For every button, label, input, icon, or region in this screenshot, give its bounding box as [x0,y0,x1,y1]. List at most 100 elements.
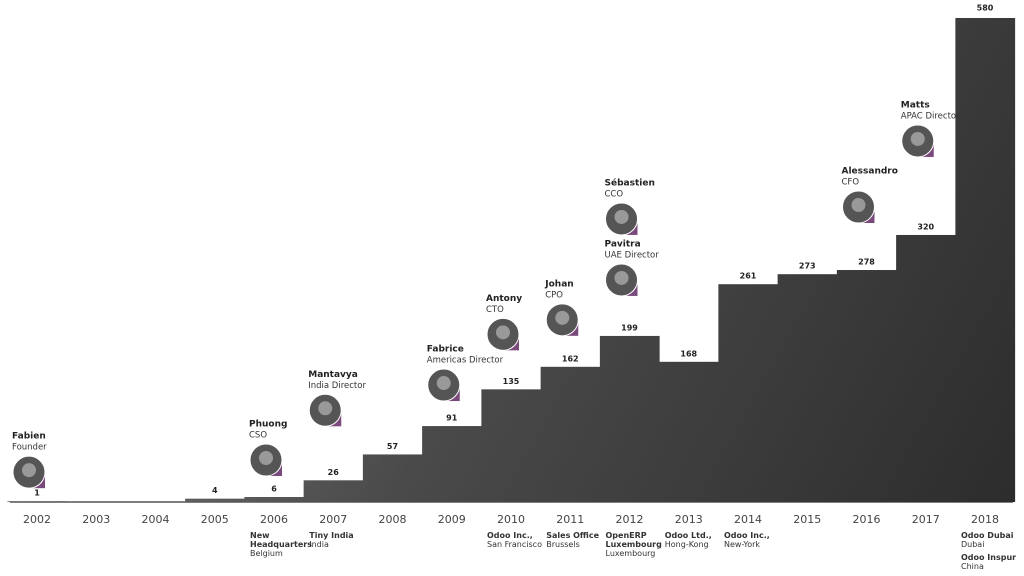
value-label: 26 [328,468,340,477]
office: Odoo Inc., San Francisco [487,531,549,549]
value-label: 580 [977,4,994,13]
x-tick-label: 2014 [734,513,762,526]
bar [777,274,838,502]
bar [7,501,68,502]
office-entry: OpenERP Luxembourg Luxembourg [606,531,668,558]
person-name: Alessandro [842,167,898,177]
x-tick-label: 2012 [616,513,644,526]
office-entry: Odoo Ltd., Hong-Kong [665,531,727,549]
x-tick-label: 2011 [556,513,584,526]
person-role: CFO [842,178,860,188]
person-name: Pavitra [605,239,641,249]
office-place: New-York [724,540,761,549]
office-title: Odoo Dubai [961,531,1014,540]
office-title: Odoo Ltd., [664,531,712,540]
office-place: Dubai [961,540,985,549]
office-place: Hong-Kong [664,540,709,549]
person-role: CSO [249,430,267,440]
person-name: Fabien [12,432,46,442]
value-label: 91 [446,414,458,423]
x-tick-label: 2004 [142,513,170,526]
value-label: 273 [799,262,816,271]
x-tick-label: 2005 [201,513,229,526]
bar [303,480,364,502]
bar [599,335,660,502]
x-tick-label: 2002 [23,513,51,526]
person-role: Americas Director [427,356,504,366]
office: Sales Office Brussels [546,531,608,549]
value-label: 278 [858,258,875,267]
bar [244,496,305,502]
person-role: APAC Director [901,111,960,121]
office-entry: Sales Office Brussels [546,531,608,549]
x-tick-label: 2013 [675,513,703,526]
office-place: China [961,562,984,571]
office-title: Odoo Inc., [487,531,533,540]
person-name: Phuong [249,419,287,429]
office: Tiny India India [309,531,371,549]
bar [718,284,779,502]
value-label: 4 [212,486,218,495]
value-label: 1 [34,489,40,498]
avatar-face [851,198,866,213]
person-name: Mantavya [308,370,358,380]
office: Odoo Dubai Dubai Odoo Inspur China [961,531,1023,571]
value-label: 57 [387,442,398,451]
office-title: Odoo Inc., [724,531,770,540]
person-name: Matts [901,100,930,110]
avatar-face [496,325,510,340]
x-tick-label: 2007 [319,513,347,526]
office-entry: Odoo Inspur China [961,553,1023,571]
avatar-face [555,310,570,325]
avatar-face [614,270,629,285]
office-title: Odoo Inspur [961,553,1017,562]
office: New Headquarters Belgium [250,531,312,558]
avatar-face [910,131,925,146]
office-place: India [309,540,329,549]
value-label: 168 [680,349,697,358]
x-tick-label: 2008 [379,513,407,526]
value-label: 6 [271,484,277,493]
person-role: Founder [12,443,47,453]
office-title: New Headquarters [250,531,312,549]
person-role: CCO [605,189,624,199]
bar [896,234,956,502]
x-tick-label: 2003 [82,513,110,526]
avatar-face [614,209,629,224]
person-name: Sébastien [605,177,655,188]
office-entry: Odoo Inc., New-York [724,531,786,549]
avatar-face [436,376,451,391]
office-entry: New Headquarters Belgium [250,531,312,558]
value-label: 199 [621,323,638,332]
office-place: Brussels [546,540,580,549]
office-entry: Odoo Dubai Dubai [961,531,1023,549]
office-entry: Odoo Inc., San Francisco [487,531,549,549]
office-entry: Tiny India India [309,531,371,549]
office: OpenERP Luxembourg Luxembourg [606,531,668,558]
x-tick-label: 2010 [497,513,525,526]
person-name: Antony [486,294,522,304]
office-place: Luxembourg [605,549,656,558]
office: Odoo Ltd., Hong-Kong [665,531,727,549]
value-label: 261 [740,272,757,281]
person-name: Fabrice [427,345,464,355]
bar [955,18,1016,502]
bar [659,361,719,502]
avatar-face [259,450,273,465]
bar [836,270,897,502]
person-role: CTO [486,305,504,315]
person-name: Johan [544,279,573,289]
value-label: 162 [562,354,579,363]
x-tick-label: 2009 [438,513,466,526]
person-role: UAE Director [605,250,660,260]
bar [362,454,423,502]
bar [540,366,601,502]
x-tick-label: 2006 [260,513,288,526]
bar [185,498,245,502]
value-label: 320 [917,222,934,231]
x-tick-label: 2018 [971,513,999,526]
office-title: OpenERP Luxembourg [605,531,662,549]
bar [481,389,542,502]
